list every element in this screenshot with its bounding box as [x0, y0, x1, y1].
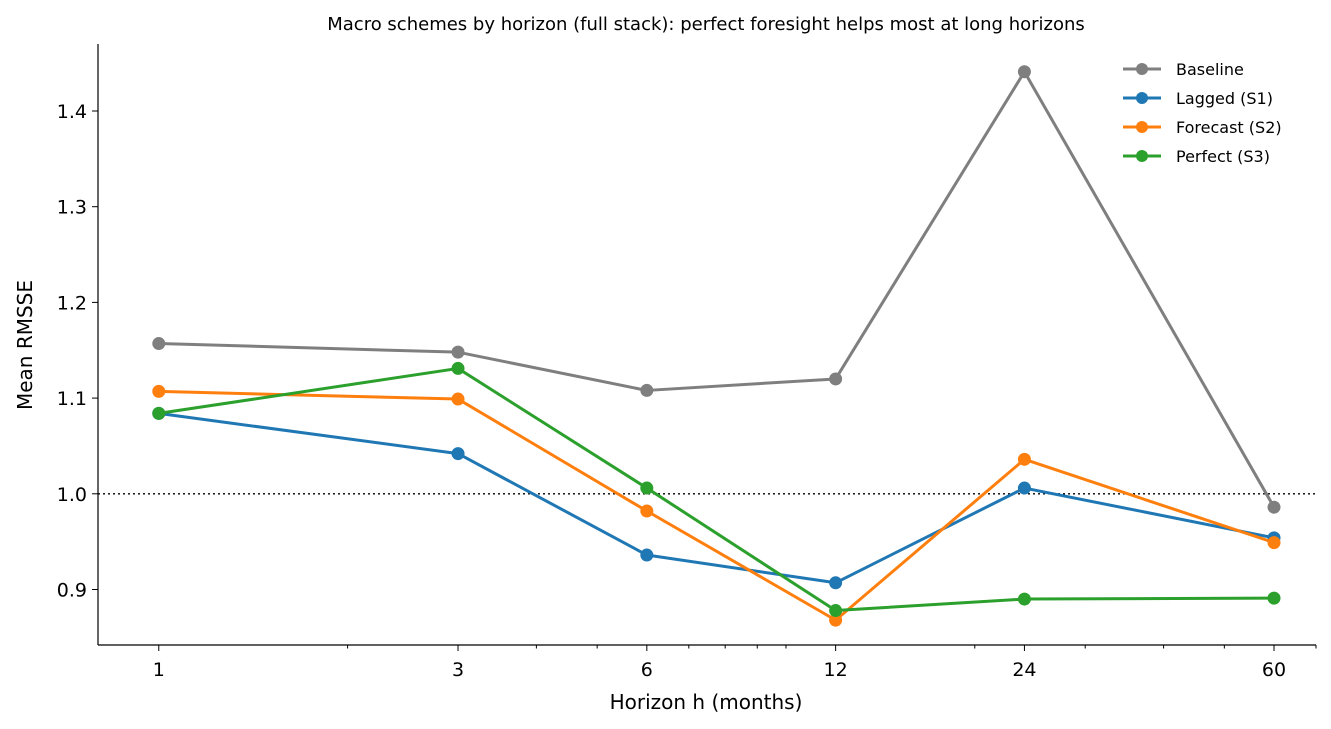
data-point: [451, 345, 465, 359]
chart-title: Macro schemes by horizon (full stack): p…: [327, 14, 1085, 35]
legend-marker: [1136, 63, 1148, 75]
data-point: [829, 613, 843, 627]
data-point: [640, 548, 654, 562]
series-forecast-s2: [152, 384, 1281, 627]
series-line: [158, 70, 1276, 508]
y-tick-label: 0.9: [57, 579, 87, 601]
legend: Baseline Lagged (S1) Forecast (S2) Perfect …: [1123, 60, 1282, 166]
x-tick-label: 60: [1262, 659, 1286, 681]
data-point: [1267, 536, 1281, 550]
data-point: [152, 384, 166, 398]
y-tick-label: 1.3: [57, 197, 87, 219]
legend-marker: [1136, 92, 1148, 104]
x-tick-label: 1: [153, 659, 165, 681]
y-axis-title: Mean RMSSE: [13, 280, 37, 410]
legend-marker: [1136, 121, 1148, 133]
legend-marker: [1136, 150, 1148, 162]
legend-label: Perfect (S3): [1176, 147, 1270, 166]
data-point: [640, 504, 654, 518]
data-point: [1017, 481, 1031, 495]
data-point: [1017, 65, 1031, 79]
y-tick-label: 1.2: [57, 292, 87, 314]
data-point: [829, 604, 843, 618]
data-point: [152, 406, 166, 420]
data-point: [1267, 591, 1281, 605]
data-point: [640, 481, 654, 495]
series-line: [158, 411, 1275, 585]
legend-item: Perfect (S3): [1123, 147, 1270, 166]
data-point: [1017, 452, 1031, 466]
data-point: [1267, 500, 1281, 514]
legend-label: Forecast (S2): [1176, 118, 1282, 137]
data-point: [640, 383, 654, 397]
x-tick-label: 3: [452, 659, 464, 681]
legend-label: Lagged (S1): [1176, 89, 1273, 108]
series-group: [152, 65, 1281, 627]
y-tick-label: 1.4: [57, 101, 87, 123]
legend-item: Lagged (S1): [1123, 89, 1273, 108]
y-tick-label: 1.0: [57, 484, 87, 506]
legend-item: Forecast (S2): [1123, 118, 1282, 137]
y-axis-ticks: 0.9 1.0 1.1 1.2 1.3 1.4: [57, 101, 98, 601]
series-lagged-s1: [152, 406, 1281, 590]
data-point: [451, 447, 465, 461]
x-axis-ticks: 1 3 6 12 24 60: [153, 645, 1317, 681]
series-line: [158, 389, 1275, 622]
x-axis-title: Horizon h (months): [610, 690, 803, 714]
x-tick-label: 12: [824, 659, 848, 681]
data-point: [152, 337, 166, 351]
series-perfect-s3: [152, 361, 1281, 618]
legend-label: Baseline: [1176, 60, 1244, 79]
data-point: [451, 361, 465, 375]
x-tick-label: 6: [641, 659, 653, 681]
series-baseline: [152, 65, 1281, 514]
x-tick-label: 24: [1012, 659, 1036, 681]
legend-item: Baseline: [1123, 60, 1244, 79]
data-point: [1017, 592, 1031, 606]
data-point: [451, 392, 465, 406]
y-tick-label: 1.1: [57, 388, 87, 410]
data-point: [829, 372, 843, 386]
series-line: [158, 366, 1275, 613]
data-point: [829, 576, 843, 590]
